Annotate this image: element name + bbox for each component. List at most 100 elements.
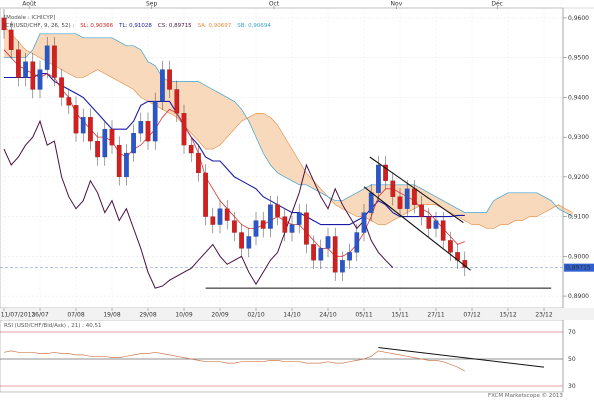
rsi-title: RSI (USD/CHF/Bid/Ask) , 21) : 40,51 xyxy=(4,323,102,329)
candle-body xyxy=(440,220,446,241)
candles xyxy=(1,9,468,281)
candle xyxy=(260,211,266,238)
candle xyxy=(109,120,115,154)
date-tick-label: 19/08 xyxy=(103,312,120,319)
candle xyxy=(311,235,316,270)
candle xyxy=(116,136,122,186)
date-tick-label: 26/07 xyxy=(31,312,48,319)
price-tick-label: 0,9200 xyxy=(568,174,589,181)
candle-body xyxy=(433,220,439,229)
price-tick-label: 0,9300 xyxy=(568,134,589,141)
legend-item: SL: 0,90366 xyxy=(80,23,113,29)
rsi-level-label: 50 xyxy=(568,356,576,363)
candle-body xyxy=(224,208,230,221)
candle xyxy=(325,227,331,258)
candle-body xyxy=(181,113,187,146)
candle-body xyxy=(116,144,122,178)
indicator-legend: ICH(USD/CHF, 9, 26, 52) : SL: 0,90366 TL: … xyxy=(4,23,271,29)
candle xyxy=(239,223,244,258)
candle-body xyxy=(325,236,331,249)
candle xyxy=(16,40,21,87)
candle-body xyxy=(217,208,223,225)
legend-item: TL: 0,91028 xyxy=(118,23,152,29)
candle-body xyxy=(145,121,151,142)
candle-body xyxy=(174,89,180,114)
trendline xyxy=(363,186,471,271)
candle-body xyxy=(426,216,432,229)
candle-body xyxy=(361,212,367,233)
candle xyxy=(232,211,237,242)
candle xyxy=(160,60,165,111)
legend-item: SA: 0,90697 xyxy=(198,23,232,29)
candle-body xyxy=(52,45,57,78)
candle xyxy=(52,37,57,87)
date-tick-label: 11/07/2013 xyxy=(1,312,36,319)
price-tick-label: 0,9100 xyxy=(568,214,589,221)
date-tick-label: 20/09 xyxy=(211,312,228,319)
date-tick-label: 07/12 xyxy=(463,312,480,319)
rsi-trendline xyxy=(378,347,545,368)
candle-body xyxy=(412,188,417,205)
candle-body xyxy=(347,252,352,261)
candle xyxy=(30,52,36,99)
candle-body xyxy=(16,49,21,78)
senkou-a-line xyxy=(3,25,573,229)
candle-body xyxy=(30,61,36,90)
candle-body xyxy=(376,164,381,193)
candle-body xyxy=(73,105,79,134)
price-axis: 0,8900 0,9000 0,9100 0,9200 0,9300 0,9400 0,95… xyxy=(562,8,594,308)
candle xyxy=(80,108,86,142)
candle xyxy=(210,207,216,234)
candle xyxy=(304,203,309,254)
candle xyxy=(440,211,446,250)
candle xyxy=(354,223,360,262)
candle xyxy=(66,88,72,115)
candle-body xyxy=(109,129,115,146)
candle xyxy=(296,203,302,234)
current-price-tag xyxy=(564,263,594,272)
rsi-chart: 70 50 30 xyxy=(0,320,576,392)
candle xyxy=(332,227,338,281)
candle-body xyxy=(160,69,165,102)
candle-body xyxy=(383,164,388,181)
candle xyxy=(246,227,252,258)
month-label: Nov xyxy=(391,1,403,8)
candle-body xyxy=(239,232,244,249)
rsi-panel xyxy=(0,319,564,393)
candle xyxy=(152,92,158,150)
candle xyxy=(253,211,259,246)
price-tick-label: 0,8900 xyxy=(568,293,589,300)
candle-body xyxy=(95,140,100,158)
candle xyxy=(88,108,93,150)
candle-body xyxy=(368,192,374,213)
candle-body xyxy=(37,69,43,90)
candle-body xyxy=(397,196,403,209)
kijun-line xyxy=(4,73,465,226)
candle xyxy=(390,172,396,206)
ichimoku-cloud xyxy=(3,25,573,229)
candle-body xyxy=(1,17,7,31)
candle-body xyxy=(304,212,309,245)
candle xyxy=(383,156,388,190)
legend-item: CS: 0,89715 xyxy=(158,23,192,29)
candle xyxy=(73,96,79,142)
candle xyxy=(131,124,136,162)
month-axis: Août Sep Oct Nov Déc xyxy=(22,1,503,9)
candle-body xyxy=(318,248,324,261)
price-tick-label: 0,9400 xyxy=(568,94,589,101)
candle xyxy=(376,156,381,202)
candle-body xyxy=(354,232,360,253)
date-tick-label: 15/12 xyxy=(499,312,516,319)
candle xyxy=(59,68,64,107)
date-tick-label: 10/09 xyxy=(175,312,192,319)
candle xyxy=(8,21,14,59)
candle-body xyxy=(448,240,453,253)
candle xyxy=(44,37,50,79)
candle xyxy=(289,215,295,242)
rsi-level-label: 30 xyxy=(568,383,576,390)
candle xyxy=(203,164,208,226)
date-tick-label: 23/12 xyxy=(535,312,552,319)
candle xyxy=(318,239,324,270)
candle-body xyxy=(275,204,280,217)
